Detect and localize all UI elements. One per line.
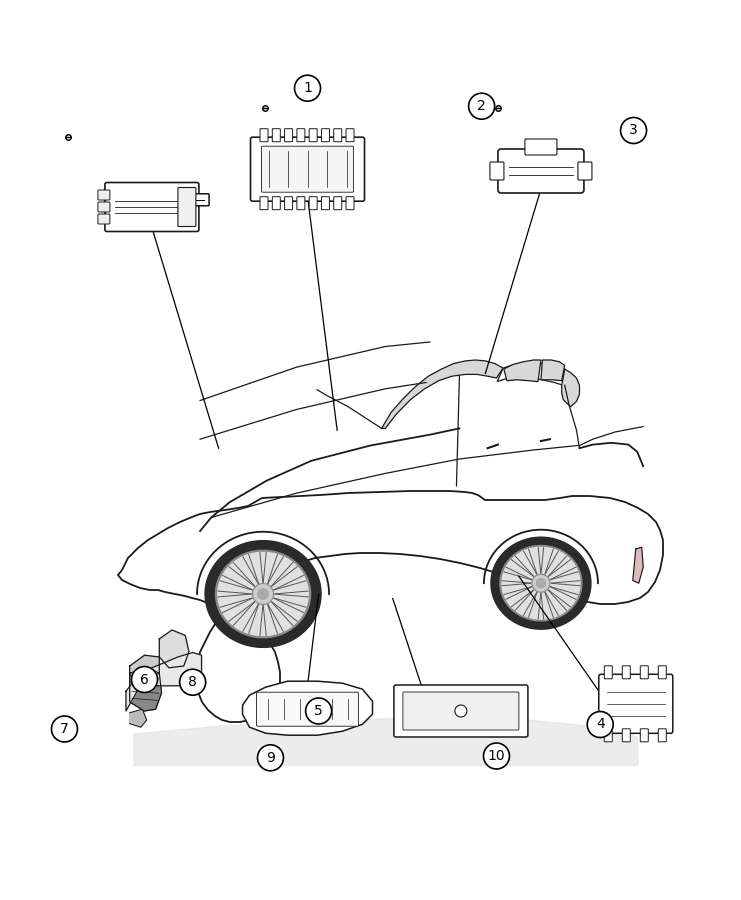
FancyBboxPatch shape bbox=[599, 674, 673, 734]
Polygon shape bbox=[205, 541, 321, 647]
FancyBboxPatch shape bbox=[256, 692, 359, 726]
Polygon shape bbox=[130, 709, 147, 727]
FancyBboxPatch shape bbox=[250, 137, 365, 202]
Polygon shape bbox=[382, 360, 503, 428]
Polygon shape bbox=[130, 655, 159, 680]
FancyBboxPatch shape bbox=[333, 197, 342, 210]
FancyBboxPatch shape bbox=[658, 729, 666, 742]
FancyBboxPatch shape bbox=[604, 729, 612, 742]
FancyBboxPatch shape bbox=[658, 666, 666, 679]
Circle shape bbox=[257, 745, 284, 770]
Circle shape bbox=[455, 705, 467, 717]
Polygon shape bbox=[504, 360, 541, 382]
FancyBboxPatch shape bbox=[285, 129, 293, 141]
Circle shape bbox=[294, 76, 321, 101]
FancyBboxPatch shape bbox=[98, 202, 110, 212]
FancyBboxPatch shape bbox=[346, 129, 354, 141]
FancyBboxPatch shape bbox=[285, 197, 293, 210]
FancyBboxPatch shape bbox=[98, 214, 110, 224]
Polygon shape bbox=[502, 547, 580, 619]
Polygon shape bbox=[258, 589, 268, 599]
Circle shape bbox=[305, 698, 332, 724]
Circle shape bbox=[587, 712, 614, 737]
Text: 4: 4 bbox=[596, 717, 605, 732]
FancyBboxPatch shape bbox=[333, 129, 342, 141]
FancyBboxPatch shape bbox=[346, 197, 354, 210]
Text: 1: 1 bbox=[303, 81, 312, 95]
FancyBboxPatch shape bbox=[105, 183, 199, 231]
Polygon shape bbox=[536, 579, 545, 588]
Polygon shape bbox=[126, 652, 202, 711]
FancyBboxPatch shape bbox=[191, 194, 209, 206]
FancyBboxPatch shape bbox=[640, 666, 648, 679]
FancyBboxPatch shape bbox=[178, 187, 196, 227]
FancyBboxPatch shape bbox=[322, 197, 330, 210]
Text: 2: 2 bbox=[477, 99, 486, 113]
Text: 3: 3 bbox=[629, 123, 638, 138]
Polygon shape bbox=[130, 668, 162, 711]
Circle shape bbox=[532, 574, 550, 592]
FancyBboxPatch shape bbox=[403, 692, 519, 730]
FancyBboxPatch shape bbox=[622, 666, 631, 679]
Polygon shape bbox=[633, 547, 643, 583]
FancyBboxPatch shape bbox=[498, 149, 584, 193]
Polygon shape bbox=[562, 369, 579, 407]
Polygon shape bbox=[159, 630, 189, 668]
FancyBboxPatch shape bbox=[394, 685, 528, 737]
FancyBboxPatch shape bbox=[272, 197, 280, 210]
FancyBboxPatch shape bbox=[622, 729, 631, 742]
Polygon shape bbox=[216, 550, 310, 638]
Circle shape bbox=[483, 743, 510, 769]
Circle shape bbox=[51, 716, 78, 742]
Polygon shape bbox=[242, 681, 373, 735]
FancyBboxPatch shape bbox=[272, 129, 280, 141]
FancyBboxPatch shape bbox=[525, 139, 557, 155]
FancyBboxPatch shape bbox=[260, 197, 268, 210]
Circle shape bbox=[131, 667, 158, 692]
FancyBboxPatch shape bbox=[640, 729, 648, 742]
FancyBboxPatch shape bbox=[98, 190, 110, 200]
Text: 5: 5 bbox=[314, 704, 323, 718]
Polygon shape bbox=[491, 537, 591, 629]
FancyBboxPatch shape bbox=[490, 162, 504, 180]
FancyBboxPatch shape bbox=[260, 129, 268, 141]
Polygon shape bbox=[218, 553, 308, 635]
FancyBboxPatch shape bbox=[297, 129, 305, 141]
FancyBboxPatch shape bbox=[297, 197, 305, 210]
FancyBboxPatch shape bbox=[262, 146, 353, 193]
Text: 10: 10 bbox=[488, 749, 505, 763]
FancyBboxPatch shape bbox=[309, 129, 317, 141]
Circle shape bbox=[620, 118, 647, 143]
Text: 8: 8 bbox=[188, 675, 197, 689]
Polygon shape bbox=[500, 545, 582, 621]
Polygon shape bbox=[541, 360, 565, 381]
Text: 6: 6 bbox=[140, 672, 149, 687]
Circle shape bbox=[179, 670, 206, 695]
Polygon shape bbox=[118, 491, 663, 722]
FancyBboxPatch shape bbox=[309, 197, 317, 210]
Text: 7: 7 bbox=[60, 722, 69, 736]
FancyBboxPatch shape bbox=[604, 666, 612, 679]
Polygon shape bbox=[497, 364, 565, 385]
Circle shape bbox=[253, 583, 273, 605]
Circle shape bbox=[468, 94, 495, 119]
FancyBboxPatch shape bbox=[322, 129, 330, 141]
Text: 9: 9 bbox=[266, 751, 275, 765]
FancyBboxPatch shape bbox=[578, 162, 592, 180]
